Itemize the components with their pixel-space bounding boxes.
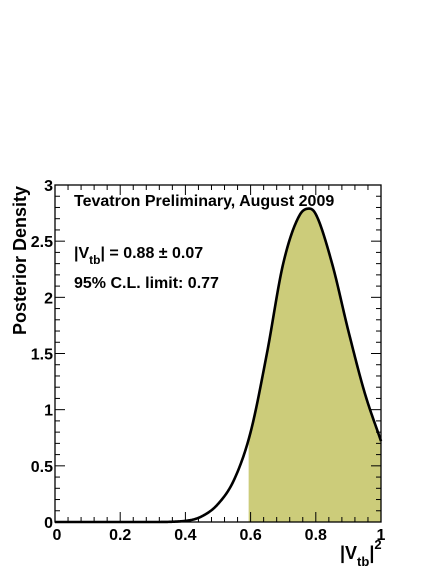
x-tick-label: 0.2 <box>109 527 131 544</box>
y-axis-label: Posterior Density <box>10 186 30 335</box>
y-tick-label: 1 <box>44 403 53 420</box>
curve-layer <box>55 207 383 524</box>
x-tick-label: 0.6 <box>239 527 261 544</box>
x-axis-label: |Vtb|2 <box>340 537 382 569</box>
x-label-prefix: |V <box>340 543 357 563</box>
x-tick-label: 0 <box>53 527 62 544</box>
shaded-area <box>248 208 381 522</box>
x-tick-label: 0.4 <box>174 527 196 544</box>
vtb-result-prefix: |V <box>74 245 89 262</box>
y-tick-label: 2 <box>44 290 53 307</box>
ticks-layer: 0 0.2 0.4 0.6 0.8 1 0 0.5 1 1.5 2 2.5 3 <box>31 178 386 544</box>
annotation-vtb-result: |Vtb| = 0.88 ± 0.07 <box>74 245 203 267</box>
x-label-sup: 2 <box>374 537 381 552</box>
annotation-cl-limit: 95% C.L. limit: 0.77 <box>74 275 219 292</box>
shaded-credible-region-layer <box>248 208 381 522</box>
y-tick-label: 1.5 <box>31 347 53 364</box>
y-tick-label: 2.5 <box>31 234 53 251</box>
posterior-curve <box>55 207 383 524</box>
annotation-title: Tevatron Preliminary, August 2009 <box>74 193 334 210</box>
x-label-sub: tb <box>357 554 369 569</box>
vtb-result-sub: tb <box>89 253 100 267</box>
y-tick-label: 0 <box>44 515 53 532</box>
x-label-suffix: | <box>369 543 374 563</box>
vtb-result-suffix: | = 0.88 ± 0.07 <box>100 245 203 262</box>
y-tick-label: 0.5 <box>31 459 53 476</box>
x-tick-label: 0.8 <box>305 527 327 544</box>
x-tick-label: 1 <box>377 527 386 544</box>
y-tick-label: 3 <box>44 178 53 195</box>
